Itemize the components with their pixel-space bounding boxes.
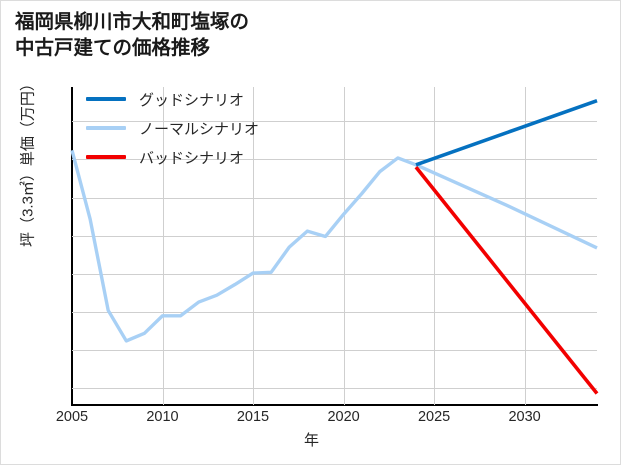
x-axis-title: 年: [303, 432, 319, 449]
chart-legend: グッドシナリオ ノーマルシナリオ バッドシナリオ: [86, 89, 259, 167]
y-axis-spine: [71, 87, 73, 406]
legend-label: バッドシナリオ: [139, 149, 245, 167]
series-line-good: [415, 99, 598, 167]
legend-label: ノーマルシナリオ: [139, 120, 260, 138]
x-tick-label: 2005: [55, 409, 89, 425]
legend-swatch-icon: [86, 155, 126, 159]
legend-swatch-icon: [86, 97, 126, 101]
plot-area: [70, 87, 599, 405]
gridline-horizontal: [72, 121, 597, 123]
legend-item[interactable]: バッドシナリオ: [86, 147, 259, 167]
gridline-vertical: [253, 87, 254, 405]
gridline-vertical: [343, 87, 345, 405]
gridline-horizontal: [72, 159, 597, 161]
gridline-horizontal: [72, 273, 597, 275]
x-axis-spine: [71, 404, 598, 406]
gridline-horizontal: [72, 388, 597, 390]
gridline-vertical: [524, 87, 526, 405]
gridline-vertical: [162, 87, 164, 405]
series-line-bad: [414, 165, 599, 395]
gridline-horizontal: [72, 350, 597, 352]
legend-label: グッドシナリオ: [139, 91, 245, 109]
x-tick-label: 2010: [146, 409, 179, 425]
gridline-horizontal: [72, 312, 597, 313]
gridline-vertical: [434, 87, 436, 405]
x-tick-label: 2030: [508, 409, 541, 425]
x-tick-label: 2015: [236, 409, 270, 425]
legend-item[interactable]: ノーマルシナリオ: [86, 118, 259, 138]
legend-swatch-icon: [86, 126, 126, 130]
x-tick-label: 2025: [417, 409, 451, 425]
gridline-horizontal: [72, 235, 597, 237]
y-axis-title: 坪（3.3㎡）単価（万円）: [19, 76, 37, 247]
x-tick-label: 2020: [327, 409, 360, 425]
chart-title: 福岡県柳川市大和町塩塚の 中古戸建ての価格推移: [15, 11, 250, 60]
series-line-normal: [70, 149, 598, 343]
gridline-horizontal: [72, 197, 597, 199]
series-lines: [70, 99, 599, 395]
legend-item[interactable]: グッドシナリオ: [86, 89, 259, 109]
